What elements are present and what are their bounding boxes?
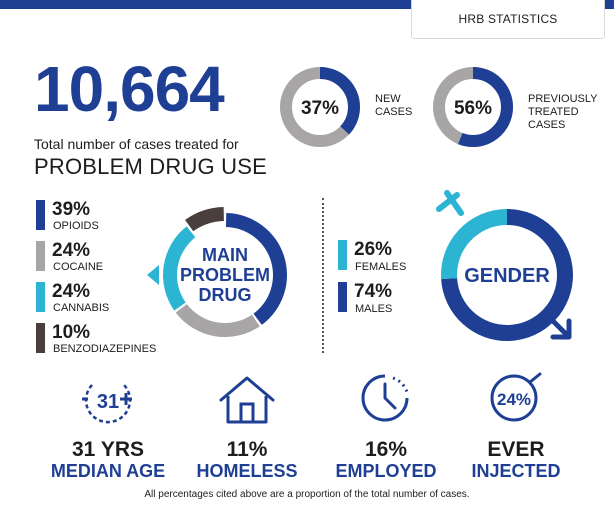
females-pct: 26% bbox=[354, 239, 393, 260]
drug-opioids-segment bbox=[225, 213, 287, 325]
drug-cocaine-segment bbox=[175, 304, 260, 337]
cyan-arrow-left-icon bbox=[147, 265, 159, 285]
cocaine-swatch bbox=[36, 241, 45, 271]
median-age-value: 31 YRS bbox=[72, 438, 144, 461]
main-drug-title-line-2: PROBLEM bbox=[180, 265, 270, 285]
injected-icon: 24% bbox=[490, 372, 542, 422]
males-swatch bbox=[338, 282, 347, 312]
homeless-label: HOMELESS bbox=[196, 461, 298, 481]
benzodiazepines-swatch bbox=[36, 323, 45, 353]
main-drug-title-line-1: MAIN bbox=[202, 245, 248, 265]
house-icon bbox=[219, 376, 275, 424]
opioids-pct: 39% bbox=[52, 199, 91, 220]
footnote: All percentages cited above are a propor… bbox=[144, 489, 470, 500]
homeless-value: 11% bbox=[226, 438, 268, 461]
ever-injected-value: EVER bbox=[487, 438, 545, 461]
cannabis-swatch bbox=[36, 282, 45, 312]
females-label: FEMALES bbox=[355, 261, 407, 273]
median-age-icon: 31 bbox=[82, 384, 132, 424]
ever-injected-label: INJECTED bbox=[471, 461, 561, 481]
benzodiazepines-label: BENZODIAZEPINES bbox=[53, 343, 157, 355]
total-cases-caption: Total number of cases treated for bbox=[34, 136, 239, 152]
new-cases-donut: 37% bbox=[280, 67, 360, 147]
gender-title: GENDER bbox=[464, 265, 550, 287]
new-cases-label-line-1: NEW bbox=[375, 93, 401, 105]
previously-treated-label-line-1: PREVIOUSLY bbox=[528, 93, 598, 105]
new-cases-label: NEW CASES bbox=[375, 93, 412, 119]
benzodiazepines-pct: 10% bbox=[52, 322, 91, 343]
males-pct: 74% bbox=[354, 281, 393, 302]
previously-treated-pct: 56% bbox=[454, 98, 492, 119]
total-cases-number: 10,664 bbox=[34, 53, 225, 125]
previously-treated-arc bbox=[433, 67, 513, 147]
employed-value: 16% bbox=[364, 438, 408, 461]
median-age-icon-number: 31 bbox=[97, 391, 119, 413]
previously-treated-label: PREVIOUSLY TREATED CASES bbox=[528, 93, 598, 132]
main-problem-drug-donut: MAIN PROBLEM DRUG bbox=[147, 207, 287, 337]
females-swatch bbox=[338, 240, 347, 270]
cocaine-label: COCAINE bbox=[53, 261, 104, 273]
employed-label: EMPLOYED bbox=[335, 461, 437, 481]
male-arrow-icon bbox=[546, 314, 572, 340]
previously-treated-label-line-2: TREATED bbox=[528, 106, 579, 118]
drug-cannabis-segment bbox=[163, 226, 196, 311]
clock-icon bbox=[361, 374, 409, 422]
opioids-swatch bbox=[36, 200, 45, 230]
hrb-statistics-tab: HRB STATISTICS bbox=[411, 0, 605, 39]
new-cases-arc bbox=[280, 67, 360, 147]
injected-icon-pct: 24% bbox=[497, 390, 531, 409]
cannabis-label: CANNABIS bbox=[53, 302, 110, 314]
males-label: MALES bbox=[355, 303, 393, 315]
cannabis-pct: 24% bbox=[52, 281, 91, 302]
gender-females-segment bbox=[441, 209, 507, 280]
previously-treated-donut: 56% bbox=[433, 67, 513, 147]
new-cases-label-line-2: CASES bbox=[375, 106, 413, 118]
drug-benzodiazepines-segment bbox=[185, 207, 224, 232]
previously-treated-label-line-3: CASES bbox=[528, 119, 566, 131]
median-age-label: MEDIAN AGE bbox=[50, 461, 166, 481]
female-symbol-icon bbox=[436, 190, 464, 216]
main-drug-title-line-3: DRUG bbox=[199, 285, 252, 305]
section-divider bbox=[322, 198, 324, 353]
new-cases-pct: 37% bbox=[301, 98, 339, 119]
gender-donut: GENDER bbox=[436, 190, 573, 341]
problem-drug-use-headline: PROBLEM DRUG USE bbox=[34, 154, 268, 179]
cocaine-pct: 24% bbox=[52, 240, 91, 261]
opioids-label: OPIOIDS bbox=[53, 220, 99, 232]
top-banner bbox=[0, 0, 614, 9]
